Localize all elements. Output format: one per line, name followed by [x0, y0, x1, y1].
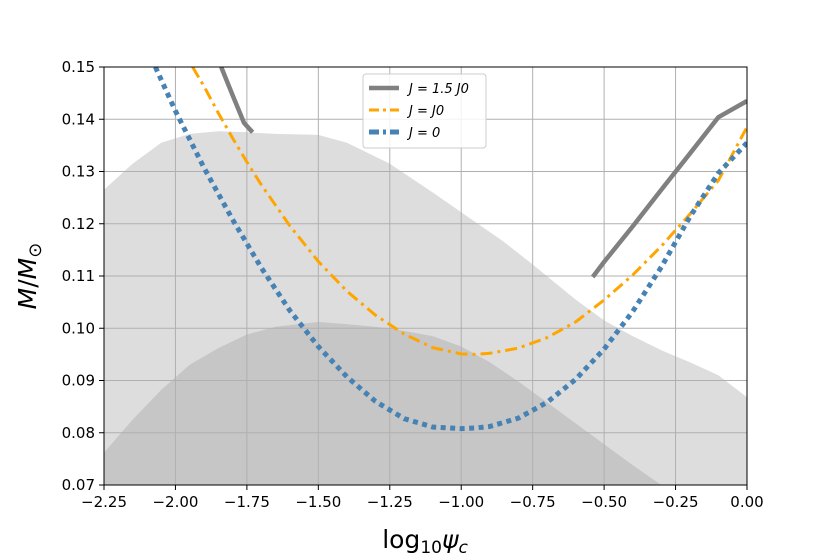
- x-tick-label: 0.00: [730, 493, 763, 511]
- series-line-j-1-5-j0: [590, 99, 747, 279]
- x-tick-label: −1.50: [295, 493, 341, 511]
- legend-label-j-j0: J = J0: [406, 104, 444, 119]
- y-tick-label: 0.14: [62, 110, 95, 128]
- y-tick-label: 0.13: [62, 163, 95, 181]
- y-tick-label: 0.08: [62, 424, 95, 442]
- grid-lines: [104, 67, 747, 485]
- series-line-j-j0: [191, 67, 747, 356]
- y-tick-label: 0.07: [62, 476, 95, 494]
- x-tick-label: −2.00: [152, 493, 198, 511]
- y-tick-label: 0.12: [62, 215, 95, 233]
- x-tick-label: −1.25: [367, 493, 413, 511]
- legend-label-j-0: J = 0: [406, 126, 440, 141]
- legend-label-j-1-5-j0: J = 1.5 J0: [406, 82, 469, 97]
- series-line-j-1-5-j0: [219, 67, 255, 134]
- legend: J = 1.5 J0 J = J0 J = 0: [362, 73, 487, 149]
- y-tick-label: 0.09: [62, 372, 95, 390]
- axis-ticks: −2.25 −2.00 −1.75 −1.50 −1.25 −1.00 −0.75 −0.50…: [62, 58, 764, 511]
- x-tick-label: −2.25: [81, 493, 127, 511]
- y-tick-label: 0.11: [62, 267, 95, 285]
- x-tick-label: −0.25: [653, 493, 699, 511]
- x-tick-label: −1.00: [438, 493, 484, 511]
- series-line-j-0: [153, 67, 747, 432]
- x-tick-label: −1.75: [224, 493, 270, 511]
- y-tick-label: 0.15: [62, 58, 95, 76]
- x-tick-label: −0.50: [581, 493, 627, 511]
- series-lines: [153, 67, 747, 432]
- x-tick-label: −0.75: [510, 493, 556, 511]
- y-tick-label: 0.10: [62, 319, 95, 337]
